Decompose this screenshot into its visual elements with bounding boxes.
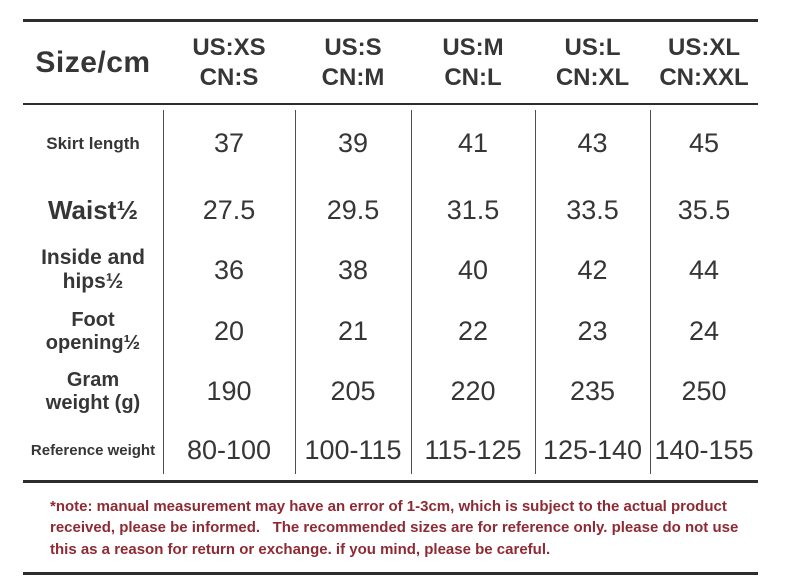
size-value: 29.5 — [326, 195, 380, 225]
table-row: Reference weight 80-100 100-115 115-125 125-… — [23, 421, 758, 480]
size-value: 21 — [337, 316, 369, 346]
size-value: 80-100 — [186, 435, 272, 465]
row-label: Reference weight — [30, 441, 156, 459]
size-value: 23 — [577, 316, 608, 346]
size-value: 125-140 — [542, 435, 643, 465]
size-value: 39 — [337, 128, 369, 158]
table-row: Gram weight (g) 190 205 220 235 250 — [23, 362, 758, 421]
table-body: Skirt length 37 39 41 43 45 Waist½ 27.5 29.5 31.5… — [23, 105, 758, 480]
table-row: Foot opening½ 20 21 22 23 24 — [23, 301, 758, 362]
row-label: Inside and hips½ — [41, 245, 145, 293]
size-value: 42 — [577, 254, 608, 285]
column-header: US:M CN:L — [442, 33, 504, 91]
column-header: US:L CN:XL — [555, 33, 630, 91]
column-header: US:XL CN:XXL — [659, 33, 749, 91]
size-value: 140-155 — [654, 435, 754, 465]
size-value: 40 — [457, 254, 489, 285]
measurement-note: *note: manual measurement may have an er… — [50, 498, 743, 558]
column-divider — [650, 110, 651, 474]
table-top-rule — [23, 19, 758, 22]
column-header: US:S CN:M — [321, 33, 385, 91]
size-value: 220 — [450, 376, 496, 406]
column-header: US:XS CN:S — [192, 33, 266, 91]
column-divider — [295, 110, 296, 474]
size-unit-header: Size/cm — [35, 45, 151, 79]
row-label: Gram weight (g) — [45, 368, 141, 414]
header-row: Size/cm US:XS CN:S US:S CN:M US:M CN:L US:L… — [23, 22, 758, 103]
size-value: 250 — [681, 376, 727, 406]
size-value: 24 — [688, 316, 720, 346]
size-value: 35.5 — [677, 195, 731, 225]
size-value: 36 — [213, 254, 245, 285]
size-value: 115-125 — [424, 435, 522, 465]
size-value: 205 — [330, 376, 376, 406]
column-divider — [163, 110, 164, 474]
column-divider — [535, 110, 536, 474]
size-value: 100-115 — [304, 435, 402, 465]
table-row: Waist½ 27.5 29.5 31.5 33.5 35.5 — [23, 182, 758, 239]
size-value: 33.5 — [566, 195, 619, 225]
size-value: 45 — [688, 128, 720, 158]
column-divider — [411, 110, 412, 474]
header-separator-rule — [23, 103, 758, 105]
size-chart-table: Size/cm US:XS CN:S US:S CN:M US:M CN:L US:L… — [23, 19, 758, 483]
size-value: 235 — [569, 376, 616, 406]
table-bottom-rule — [23, 480, 758, 483]
note-bottom-rule — [23, 571, 758, 575]
size-value: 43 — [577, 128, 608, 158]
size-value: 22 — [457, 316, 489, 346]
size-value: 20 — [213, 316, 245, 346]
size-value: 44 — [688, 254, 720, 285]
row-label: Foot opening½ — [45, 308, 141, 354]
table-row: Skirt length 37 39 41 43 45 — [23, 105, 758, 182]
size-value: 41 — [457, 128, 489, 158]
row-label: Skirt length — [46, 133, 140, 153]
size-value: 31.5 — [446, 195, 500, 225]
row-label: Waist½ — [47, 194, 139, 225]
size-value: 37 — [213, 128, 245, 158]
size-value: 27.5 — [202, 195, 256, 225]
table-row: Inside and hips½ 36 38 40 42 44 — [23, 239, 758, 301]
size-value: 38 — [337, 254, 369, 285]
size-value: 190 — [206, 376, 252, 406]
